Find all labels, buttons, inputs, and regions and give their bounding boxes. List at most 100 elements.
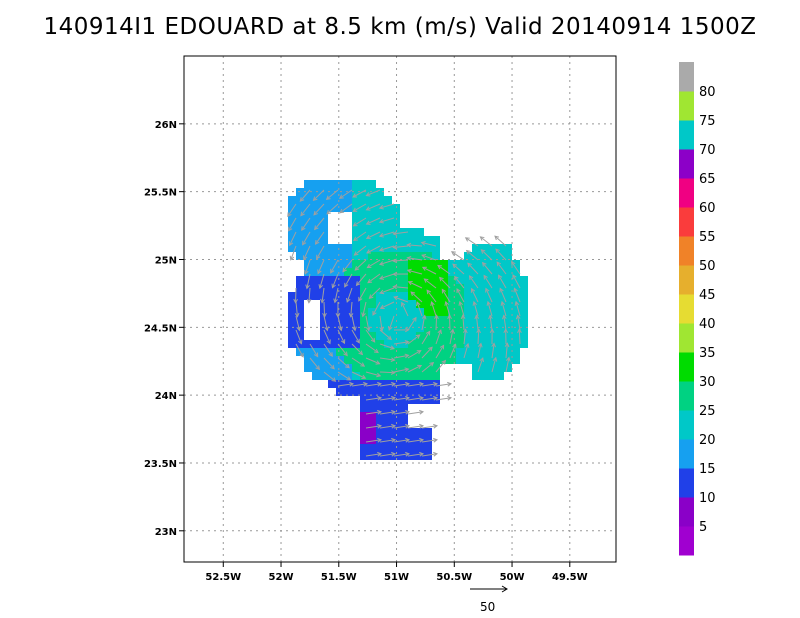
field-cell [416,252,424,260]
field-cell [496,268,504,276]
field-cell [432,356,440,364]
field-cell [424,340,432,348]
wind-vector-head [460,314,466,320]
field-cell [400,452,408,460]
colorbar-label: 20 [699,433,716,448]
wind-vector [287,203,297,217]
field-cell [432,244,440,252]
wind-vector [481,249,493,261]
field-cell [368,220,376,228]
field-cell [432,348,440,356]
wind-vector-head [328,352,333,358]
wind-vector [365,315,370,331]
wind-vector-head [467,262,472,268]
field-cell [432,300,440,308]
colorbar-swatch [679,207,694,237]
wind-vector-head [496,261,502,267]
wind-vector-head [405,395,411,401]
field-cell [520,300,528,308]
field-cell [416,340,424,348]
wind-vector [451,251,465,261]
field-cell [376,292,384,300]
wind-vector [351,357,365,367]
colorbar-label: 35 [699,346,716,361]
wind-vector-head [389,345,395,350]
field-cell [296,204,304,212]
wind-vector [379,231,395,237]
wind-vector-head [470,287,476,293]
field-cell [352,292,360,300]
wind-vector-head [452,263,458,269]
wind-vector [463,343,469,359]
field-cell [416,332,424,340]
wind-vector-head [300,211,305,217]
field-cell [392,268,400,276]
wind-vector [344,273,353,288]
field-cell [480,252,488,260]
field-cell [472,252,480,260]
wind-vector-head [430,300,435,306]
wind-vector-head [404,340,410,345]
wind-vector [388,315,395,331]
wind-vector [346,287,353,303]
wind-vector-head [375,360,381,365]
field-cell [304,356,312,364]
field-cell [400,348,408,356]
field-cell [496,244,504,252]
field-cell [424,324,432,332]
wind-vector [367,259,381,269]
field-cell [408,324,416,332]
wind-vector-head [391,451,397,457]
field-cell [320,356,328,364]
field-cell [384,308,392,316]
wind-vector [393,259,409,262]
wind-vector [517,315,521,331]
field-cell [320,324,328,332]
field-cell [336,284,344,292]
field-cell [448,308,456,316]
field-cell [392,420,400,428]
field-cell [336,324,344,332]
field-cell [472,244,480,252]
field-cell [392,236,400,244]
wind-vector [462,315,465,331]
field-cell [320,316,328,324]
field-cell [344,252,352,260]
wind-vector-head [370,337,376,343]
y-tick-label: 26N [155,120,177,131]
wind-vector-head [447,314,452,320]
field-cell [296,300,304,308]
field-cell [448,300,456,308]
x-tick-label: 52.5W [205,572,241,583]
field-cell [296,332,304,340]
wind-vector-head [296,326,301,332]
wind-vector-head [346,376,352,381]
wind-vector-head [421,266,427,271]
wind-vector [365,411,382,415]
field-cell [424,300,432,308]
wind-vector [416,301,423,317]
field-cell [392,324,400,332]
wind-vector-head [391,437,397,443]
wind-vector [351,343,363,355]
wind-vector [379,453,396,457]
field-cell [472,332,480,340]
wind-vector-head [464,237,470,242]
field-cell [472,324,480,332]
field-cell [312,228,320,236]
field-cell [488,308,496,316]
field-cell [448,276,456,284]
field-cell [384,252,392,260]
field-cell [432,372,440,380]
field-cell [296,212,304,220]
field-cell [408,436,416,444]
wind-vector-head [379,326,384,332]
wind-vector-head [313,352,319,358]
field-cell [408,348,416,356]
field-cell [352,212,360,220]
wind-vector-head [326,339,331,345]
wind-vector-head [426,289,431,295]
wind-vector-head [353,251,359,256]
field-cell [320,180,328,188]
field-cell [408,244,416,252]
